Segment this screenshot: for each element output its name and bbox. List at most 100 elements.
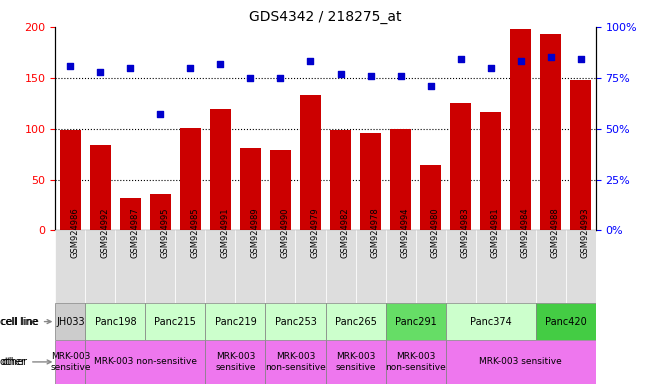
Point [516, 58, 526, 65]
Bar [85, 230, 115, 303]
Text: GSM924979: GSM924979 [311, 207, 320, 258]
Bar [300, 95, 321, 230]
Bar [55, 303, 85, 340]
Text: GSM924983: GSM924983 [461, 207, 469, 258]
Bar [506, 230, 536, 303]
Text: Panc374: Panc374 [470, 316, 512, 327]
Text: MRK-003
sensitive: MRK-003 sensitive [335, 352, 376, 372]
Text: Panc198: Panc198 [94, 316, 136, 327]
Bar [55, 340, 85, 384]
Bar [236, 230, 266, 303]
Text: cell line: cell line [0, 316, 38, 327]
Point [456, 56, 466, 63]
Bar [390, 129, 411, 230]
Text: GSM924993: GSM924993 [581, 207, 590, 258]
Point [425, 83, 436, 89]
Bar [385, 230, 415, 303]
Point [125, 65, 135, 71]
Title: GDS4342 / 218275_at: GDS4342 / 218275_at [249, 10, 402, 25]
Text: GSM924987: GSM924987 [130, 207, 139, 258]
Text: Panc253: Panc253 [275, 316, 316, 327]
Point [95, 69, 105, 75]
Bar [266, 303, 326, 340]
Text: MRK-003
sensitive: MRK-003 sensitive [50, 352, 90, 372]
Text: MRK-003 non-sensitive: MRK-003 non-sensitive [94, 358, 197, 366]
Text: GSM924991: GSM924991 [221, 207, 229, 258]
Bar [536, 303, 596, 340]
Text: Panc420: Panc420 [545, 316, 587, 327]
Text: GSM924988: GSM924988 [551, 207, 560, 258]
Point [215, 60, 226, 66]
Bar [240, 148, 261, 230]
Text: Panc265: Panc265 [335, 316, 376, 327]
Text: MRK-003 sensitive: MRK-003 sensitive [479, 358, 562, 366]
Bar [145, 303, 206, 340]
Bar [480, 113, 501, 230]
Bar [450, 103, 471, 230]
Bar [85, 303, 145, 340]
Point [275, 74, 286, 81]
Bar [55, 230, 85, 303]
Bar [60, 130, 81, 230]
Point [305, 58, 316, 65]
Bar [540, 34, 561, 230]
Bar [536, 230, 566, 303]
Text: cell line: cell line [1, 316, 51, 327]
Text: GSM924990: GSM924990 [281, 207, 290, 258]
Text: GSM924992: GSM924992 [100, 207, 109, 258]
Point [546, 55, 556, 61]
Bar [145, 230, 175, 303]
Text: GSM924989: GSM924989 [251, 207, 260, 258]
Text: GSM924978: GSM924978 [370, 207, 380, 258]
Point [335, 71, 346, 77]
Bar [570, 80, 591, 230]
Point [575, 56, 586, 63]
Bar [566, 230, 596, 303]
Bar [355, 230, 385, 303]
Bar [385, 303, 445, 340]
Point [65, 63, 76, 69]
Bar [266, 340, 326, 384]
Bar [330, 130, 351, 230]
Text: MRK-003
sensitive: MRK-003 sensitive [215, 352, 256, 372]
Text: Panc215: Panc215 [154, 316, 197, 327]
Bar [270, 150, 291, 230]
Bar [206, 230, 236, 303]
Text: JH033: JH033 [56, 316, 85, 327]
Text: GSM924994: GSM924994 [400, 207, 409, 258]
Bar [266, 230, 296, 303]
Bar [115, 230, 145, 303]
Bar [415, 230, 445, 303]
Bar [445, 303, 536, 340]
Text: GSM924984: GSM924984 [521, 207, 530, 258]
Text: MRK-003
non-sensitive: MRK-003 non-sensitive [385, 352, 446, 372]
Bar [206, 340, 266, 384]
Point [245, 74, 256, 81]
Point [155, 111, 165, 118]
Bar [510, 29, 531, 230]
Text: GSM924981: GSM924981 [491, 207, 499, 258]
Text: GSM924980: GSM924980 [430, 207, 439, 258]
Text: GSM924995: GSM924995 [160, 207, 169, 258]
Text: GSM924985: GSM924985 [191, 207, 199, 258]
Bar [360, 133, 381, 230]
Text: other: other [1, 357, 51, 367]
Bar [326, 230, 355, 303]
Bar [476, 230, 506, 303]
Bar [120, 198, 141, 230]
Bar [445, 340, 596, 384]
Bar [445, 230, 476, 303]
Bar [326, 340, 385, 384]
Text: Panc219: Panc219 [215, 316, 256, 327]
Bar [420, 165, 441, 230]
Point [365, 73, 376, 79]
Text: GSM924982: GSM924982 [340, 207, 350, 258]
Text: GSM924986: GSM924986 [70, 207, 79, 258]
Text: MRK-003
non-sensitive: MRK-003 non-sensitive [265, 352, 326, 372]
Bar [385, 340, 445, 384]
Bar [180, 127, 201, 230]
Point [186, 65, 196, 71]
Bar [206, 303, 266, 340]
Bar [296, 230, 326, 303]
Bar [85, 340, 206, 384]
